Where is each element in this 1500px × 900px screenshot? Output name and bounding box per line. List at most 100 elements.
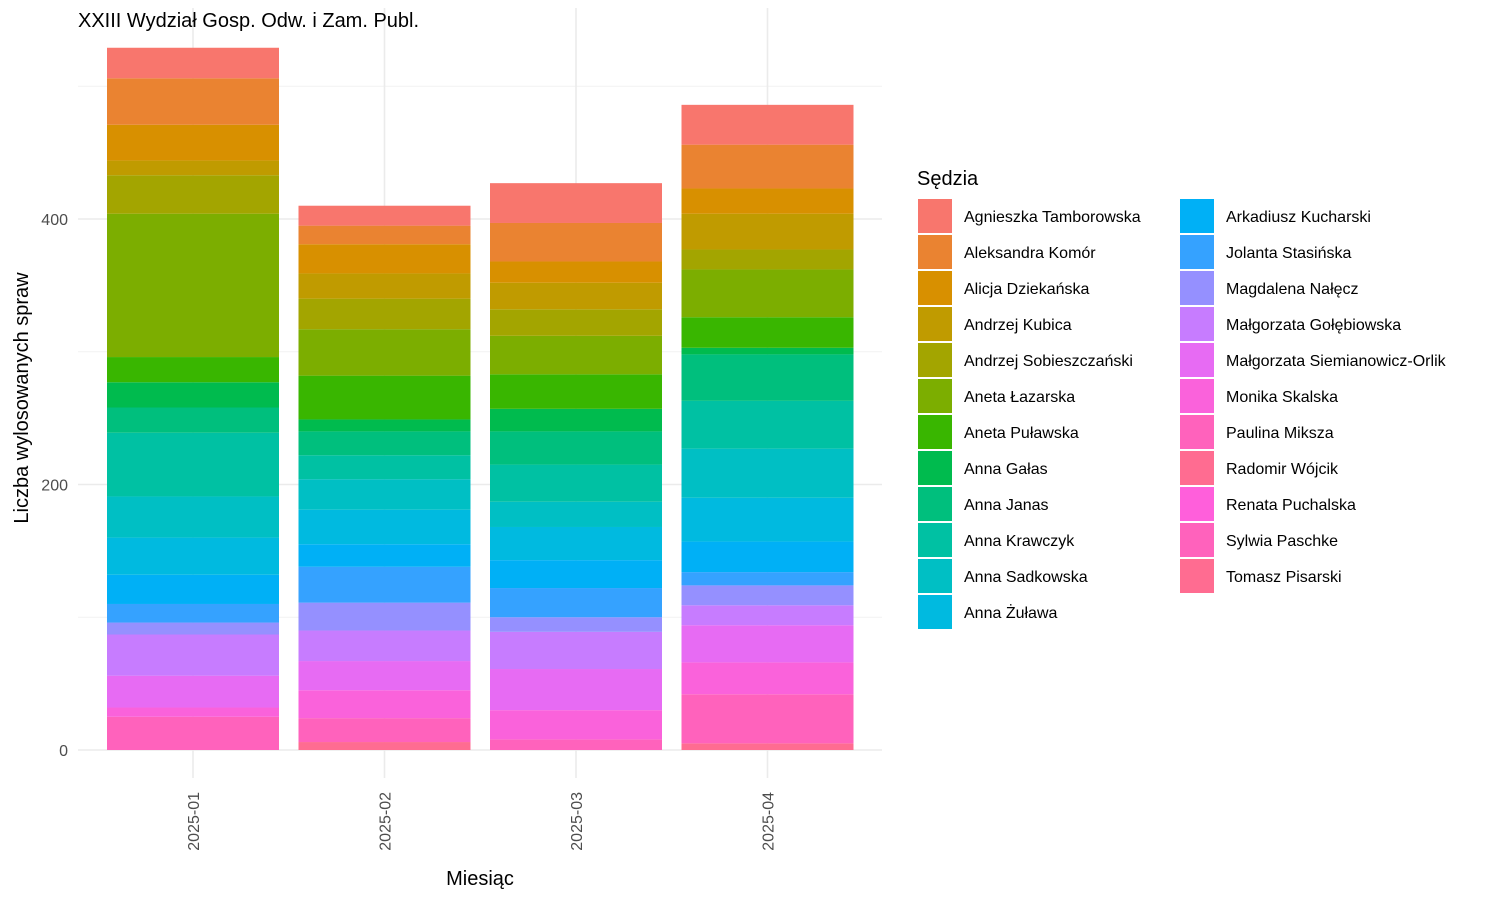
legend-label: Anna Krawczyk [964,533,1075,550]
x-axis-ticks: 2025-01 2025-02 2025-03 2025-04 [186,792,778,851]
legend-label: Małgorzata Siemianowicz-Orlik [1226,353,1447,370]
legend-swatch [918,271,952,305]
legend-swatch [1180,415,1214,449]
bar-segment [298,742,471,750]
legend-swatch [918,487,952,521]
bar-segment [490,222,662,262]
legend-swatch [1180,559,1214,593]
legend-swatch [918,451,952,485]
bar-segment [681,269,854,318]
bar-segment [681,625,854,663]
legend-swatch [1180,343,1214,377]
legend-label: Anna Gałas [964,461,1048,478]
bar-segment [298,455,471,480]
x-axis-label: Miesiąc [446,868,514,890]
bar-segment [298,329,471,376]
bar-segment [298,509,471,545]
bar-segment [681,400,854,449]
x-tick-label: 2025-03 [569,792,586,851]
bar-segment [298,419,471,432]
bar-segment [490,617,662,632]
legend-title: Sędzia [917,168,979,190]
bar-segment [490,501,662,527]
bar-segment [107,175,279,214]
bar-segment [107,634,279,676]
bar-segment [107,675,279,708]
bar-segment [681,497,854,542]
bar-segment [490,374,662,409]
bar-segment [681,104,854,145]
bar-segment [490,183,662,223]
legend-label: Renata Puchalska [1226,497,1356,514]
legend-label: Arkadiusz Kucharski [1226,209,1371,226]
bar-segment [298,602,471,631]
legend-label: Aneta Puławska [964,425,1079,442]
y-tick-label: 0 [59,743,68,760]
legend-swatch [918,523,952,557]
bar-segment [298,566,471,603]
bar-segment [681,743,854,750]
x-tick-label: 2025-04 [761,792,778,851]
bar-segment [107,213,279,358]
legend-swatch [918,235,952,269]
bar-segment [298,225,471,245]
bar-segment [681,448,854,498]
bar-segment [681,572,854,586]
chart-title: XXIII Wydział Gosp. Odw. i Zam. Publ. [78,10,419,32]
bar-segment [107,382,279,408]
legend-label: Anna Janas [964,497,1049,514]
legend-label: Agnieszka Tamborowska [964,209,1141,226]
bar-segment [298,661,471,691]
bar-segment [107,716,279,750]
legend-swatch [918,307,952,341]
bar-segment [490,669,662,711]
bar-segment [490,631,662,670]
bar-segment [681,317,854,348]
legend-swatch [1180,199,1214,233]
legend-label: Aleksandra Komór [964,245,1096,262]
legend-label: Małgorzata Gołębiowska [1226,317,1401,334]
bar-segment [298,630,471,662]
bar-segment [298,479,471,510]
legend-swatch [1180,235,1214,269]
bar-segment [490,710,662,740]
legend-swatch [1180,487,1214,521]
bar-segment [107,622,279,635]
bar-segment [107,124,279,161]
legend-swatch [1180,379,1214,413]
bar-segment [107,603,279,623]
x-tick-label: 2025-02 [378,792,395,851]
bar-segment [298,690,471,719]
bar-segment [107,47,279,79]
legend-swatch [1180,307,1214,341]
bar-segment [490,526,662,561]
y-axis-label: Liczba wylosowanych spraw [11,272,33,524]
bar-segment [490,261,662,283]
bar-segment [490,739,662,750]
bar-segment [681,694,854,744]
bar-segment [681,662,854,695]
y-axis-ticks: 0 200 400 [41,212,68,760]
bar-segment [681,213,854,250]
legend-label: Paulina Miksza [1226,425,1334,442]
bar-segment [107,496,279,538]
legend-swatch [918,415,952,449]
legend-label: Magdalena Nałęcz [1226,281,1359,298]
legend-swatch [918,379,952,413]
bar-segment [298,431,471,456]
bar-segment [490,335,662,375]
legend-swatch [1180,271,1214,305]
legend-label: Radomir Wójcik [1226,461,1339,478]
legend-swatch [918,343,952,377]
bar-segment [298,544,471,567]
legend-label: Sylwia Paschke [1226,533,1338,550]
bar-segment [681,541,854,573]
bar-segment [681,188,854,214]
x-tick-label: 2025-01 [186,792,203,851]
legend-label: Andrzej Kubica [964,317,1072,334]
bar-segment [107,707,279,717]
bar-segment [681,347,854,355]
bars [107,47,854,750]
bar-segment [107,407,279,433]
bar-segment [490,588,662,618]
